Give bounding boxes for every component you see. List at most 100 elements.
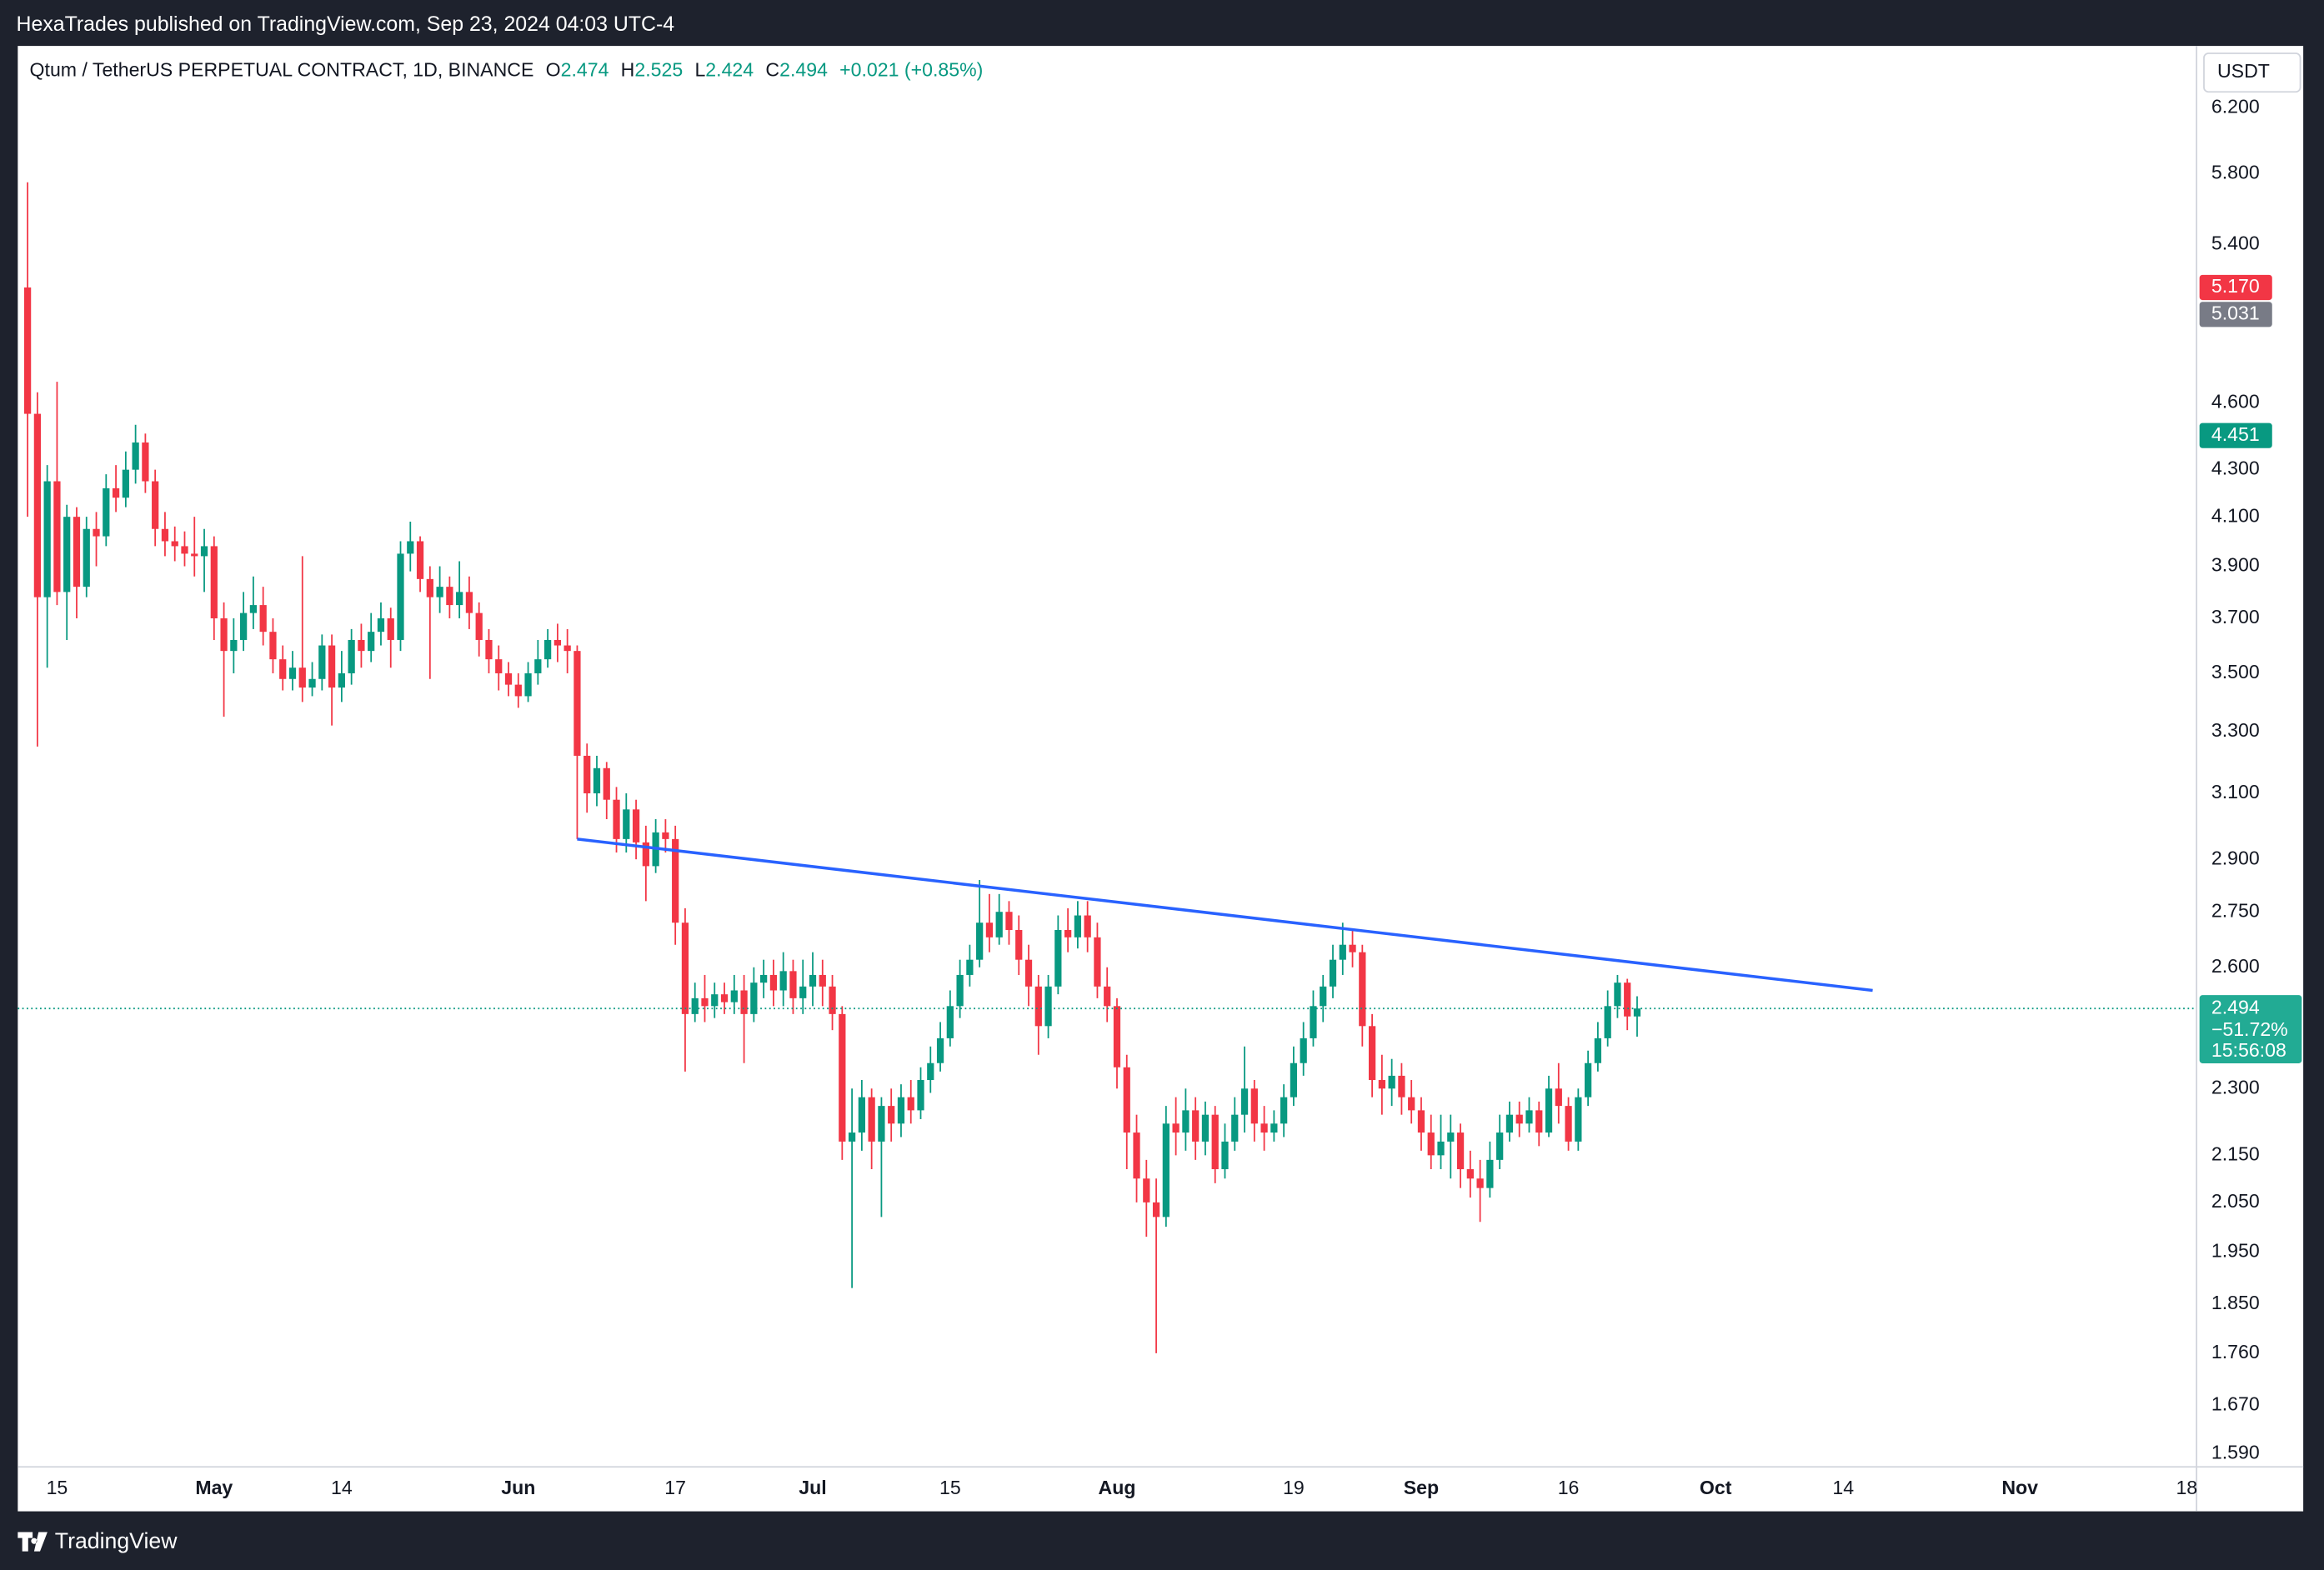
candle-body: [456, 592, 463, 606]
candle-body: [1575, 1097, 1582, 1142]
candle-body: [553, 639, 562, 646]
y-tick-label: 1.950: [2211, 1239, 2260, 1261]
candle-body: [1260, 1123, 1268, 1133]
candle-body: [985, 922, 994, 938]
candle-body: [1280, 1097, 1288, 1124]
candle-body: [1270, 1123, 1278, 1133]
candle-body: [338, 672, 345, 688]
candle-body: [387, 618, 394, 640]
ohlc-legend: Qtum / TetherUS PERPETUAL CONTRACT, 1D, …: [30, 58, 984, 80]
candle-body: [632, 809, 640, 842]
candle-body: [662, 832, 669, 839]
candle-body: [1486, 1159, 1494, 1188]
y-tick-label: 1.590: [2211, 1442, 2260, 1463]
candle-body: [543, 639, 552, 660]
candle-body: [436, 587, 443, 598]
candle-body: [1152, 1202, 1160, 1218]
candle-body: [573, 651, 581, 756]
candle-body: [465, 592, 473, 613]
candle-body: [907, 1097, 914, 1111]
candle-body: [1133, 1132, 1140, 1179]
candle-body: [681, 922, 689, 1014]
chart-area: [18, 46, 2304, 1512]
change-value: +0.021 (+0.85%): [839, 58, 983, 80]
candle-body: [858, 1097, 865, 1133]
candle-body: [1221, 1141, 1229, 1170]
candle-body: [407, 541, 414, 554]
candle-body: [1192, 1110, 1200, 1142]
x-tick-label: May: [195, 1477, 233, 1498]
x-tick-label: Jul: [799, 1477, 826, 1498]
candle-body: [1496, 1132, 1504, 1160]
candle-body: [1398, 1075, 1405, 1098]
candle-body: [240, 612, 248, 640]
ohlc-value: 2.424: [705, 58, 754, 80]
candle-body: [1240, 1088, 1249, 1115]
candle-body: [1604, 1006, 1611, 1038]
x-tick-label: 19: [1283, 1477, 1305, 1498]
x-tick-label: 15: [47, 1477, 68, 1498]
candle-body: [1476, 1178, 1484, 1188]
candle-body: [956, 974, 964, 1007]
candle-body: [1329, 959, 1337, 987]
candle-body: [839, 1013, 846, 1142]
candle-body: [593, 768, 601, 794]
candle-body: [328, 645, 336, 688]
price-marker-label: 5.170: [2211, 275, 2260, 297]
candle-body: [1123, 1067, 1130, 1133]
candle-body: [152, 481, 159, 529]
candle-body: [888, 1106, 895, 1124]
currency-label[interactable]: USDT: [2217, 60, 2270, 82]
candle-body: [995, 912, 1003, 938]
candle-body: [318, 645, 326, 679]
candle-body: [603, 768, 610, 800]
candle-body: [563, 645, 571, 652]
ohlc-value: 2.494: [779, 58, 828, 80]
candle-body: [288, 668, 297, 679]
y-tick-label: 3.900: [2211, 554, 2260, 576]
candle-body: [1633, 1008, 1641, 1017]
candle-body: [1515, 1114, 1523, 1124]
price-marker-label: 4.451: [2211, 423, 2260, 445]
candle-body: [1143, 1178, 1150, 1202]
candle-body: [308, 678, 316, 688]
candle-body: [1211, 1114, 1219, 1170]
ohlc-letter: H: [621, 58, 635, 80]
ohlc-letter: L: [694, 58, 705, 80]
candle-body: [504, 672, 513, 685]
x-tick-label: Aug: [1099, 1477, 1136, 1498]
candle-body: [789, 971, 797, 998]
x-tick-label: 15: [939, 1477, 961, 1498]
candle-body: [946, 1006, 954, 1038]
candle-body: [1162, 1123, 1170, 1218]
x-tick-label: 17: [664, 1477, 686, 1498]
candle-body: [976, 922, 984, 960]
candle-body: [514, 684, 522, 697]
candle-body: [799, 986, 807, 998]
last-price-label: 2.494: [2211, 996, 2260, 1018]
currency-button[interactable]: [2203, 52, 2301, 93]
candle-body: [760, 974, 768, 983]
candle-body: [103, 488, 110, 537]
candle-body: [1525, 1110, 1533, 1124]
last-price-box: [2199, 995, 2302, 1063]
y-tick-label: 2.900: [2211, 847, 2260, 868]
x-tick-label: Sep: [1404, 1477, 1439, 1498]
candle-body: [809, 974, 817, 987]
candle-body: [1427, 1132, 1435, 1156]
candle-body: [1015, 929, 1023, 960]
candle-body: [1456, 1132, 1465, 1170]
logo-icon: [18, 1532, 48, 1552]
price-marker: [2199, 302, 2272, 328]
candle-body: [63, 517, 71, 592]
y-tick-label: 4.100: [2211, 504, 2260, 526]
candle-body: [720, 994, 729, 1002]
candle-body: [1290, 1062, 1298, 1098]
candle-body: [1054, 929, 1062, 987]
candle-body: [43, 481, 51, 598]
trendline: [577, 838, 1873, 992]
candles: [23, 182, 1641, 1353]
y-tick-label: 3.500: [2211, 661, 2260, 682]
candle-body: [230, 639, 238, 652]
y-tick-label: 4.300: [2211, 458, 2260, 479]
